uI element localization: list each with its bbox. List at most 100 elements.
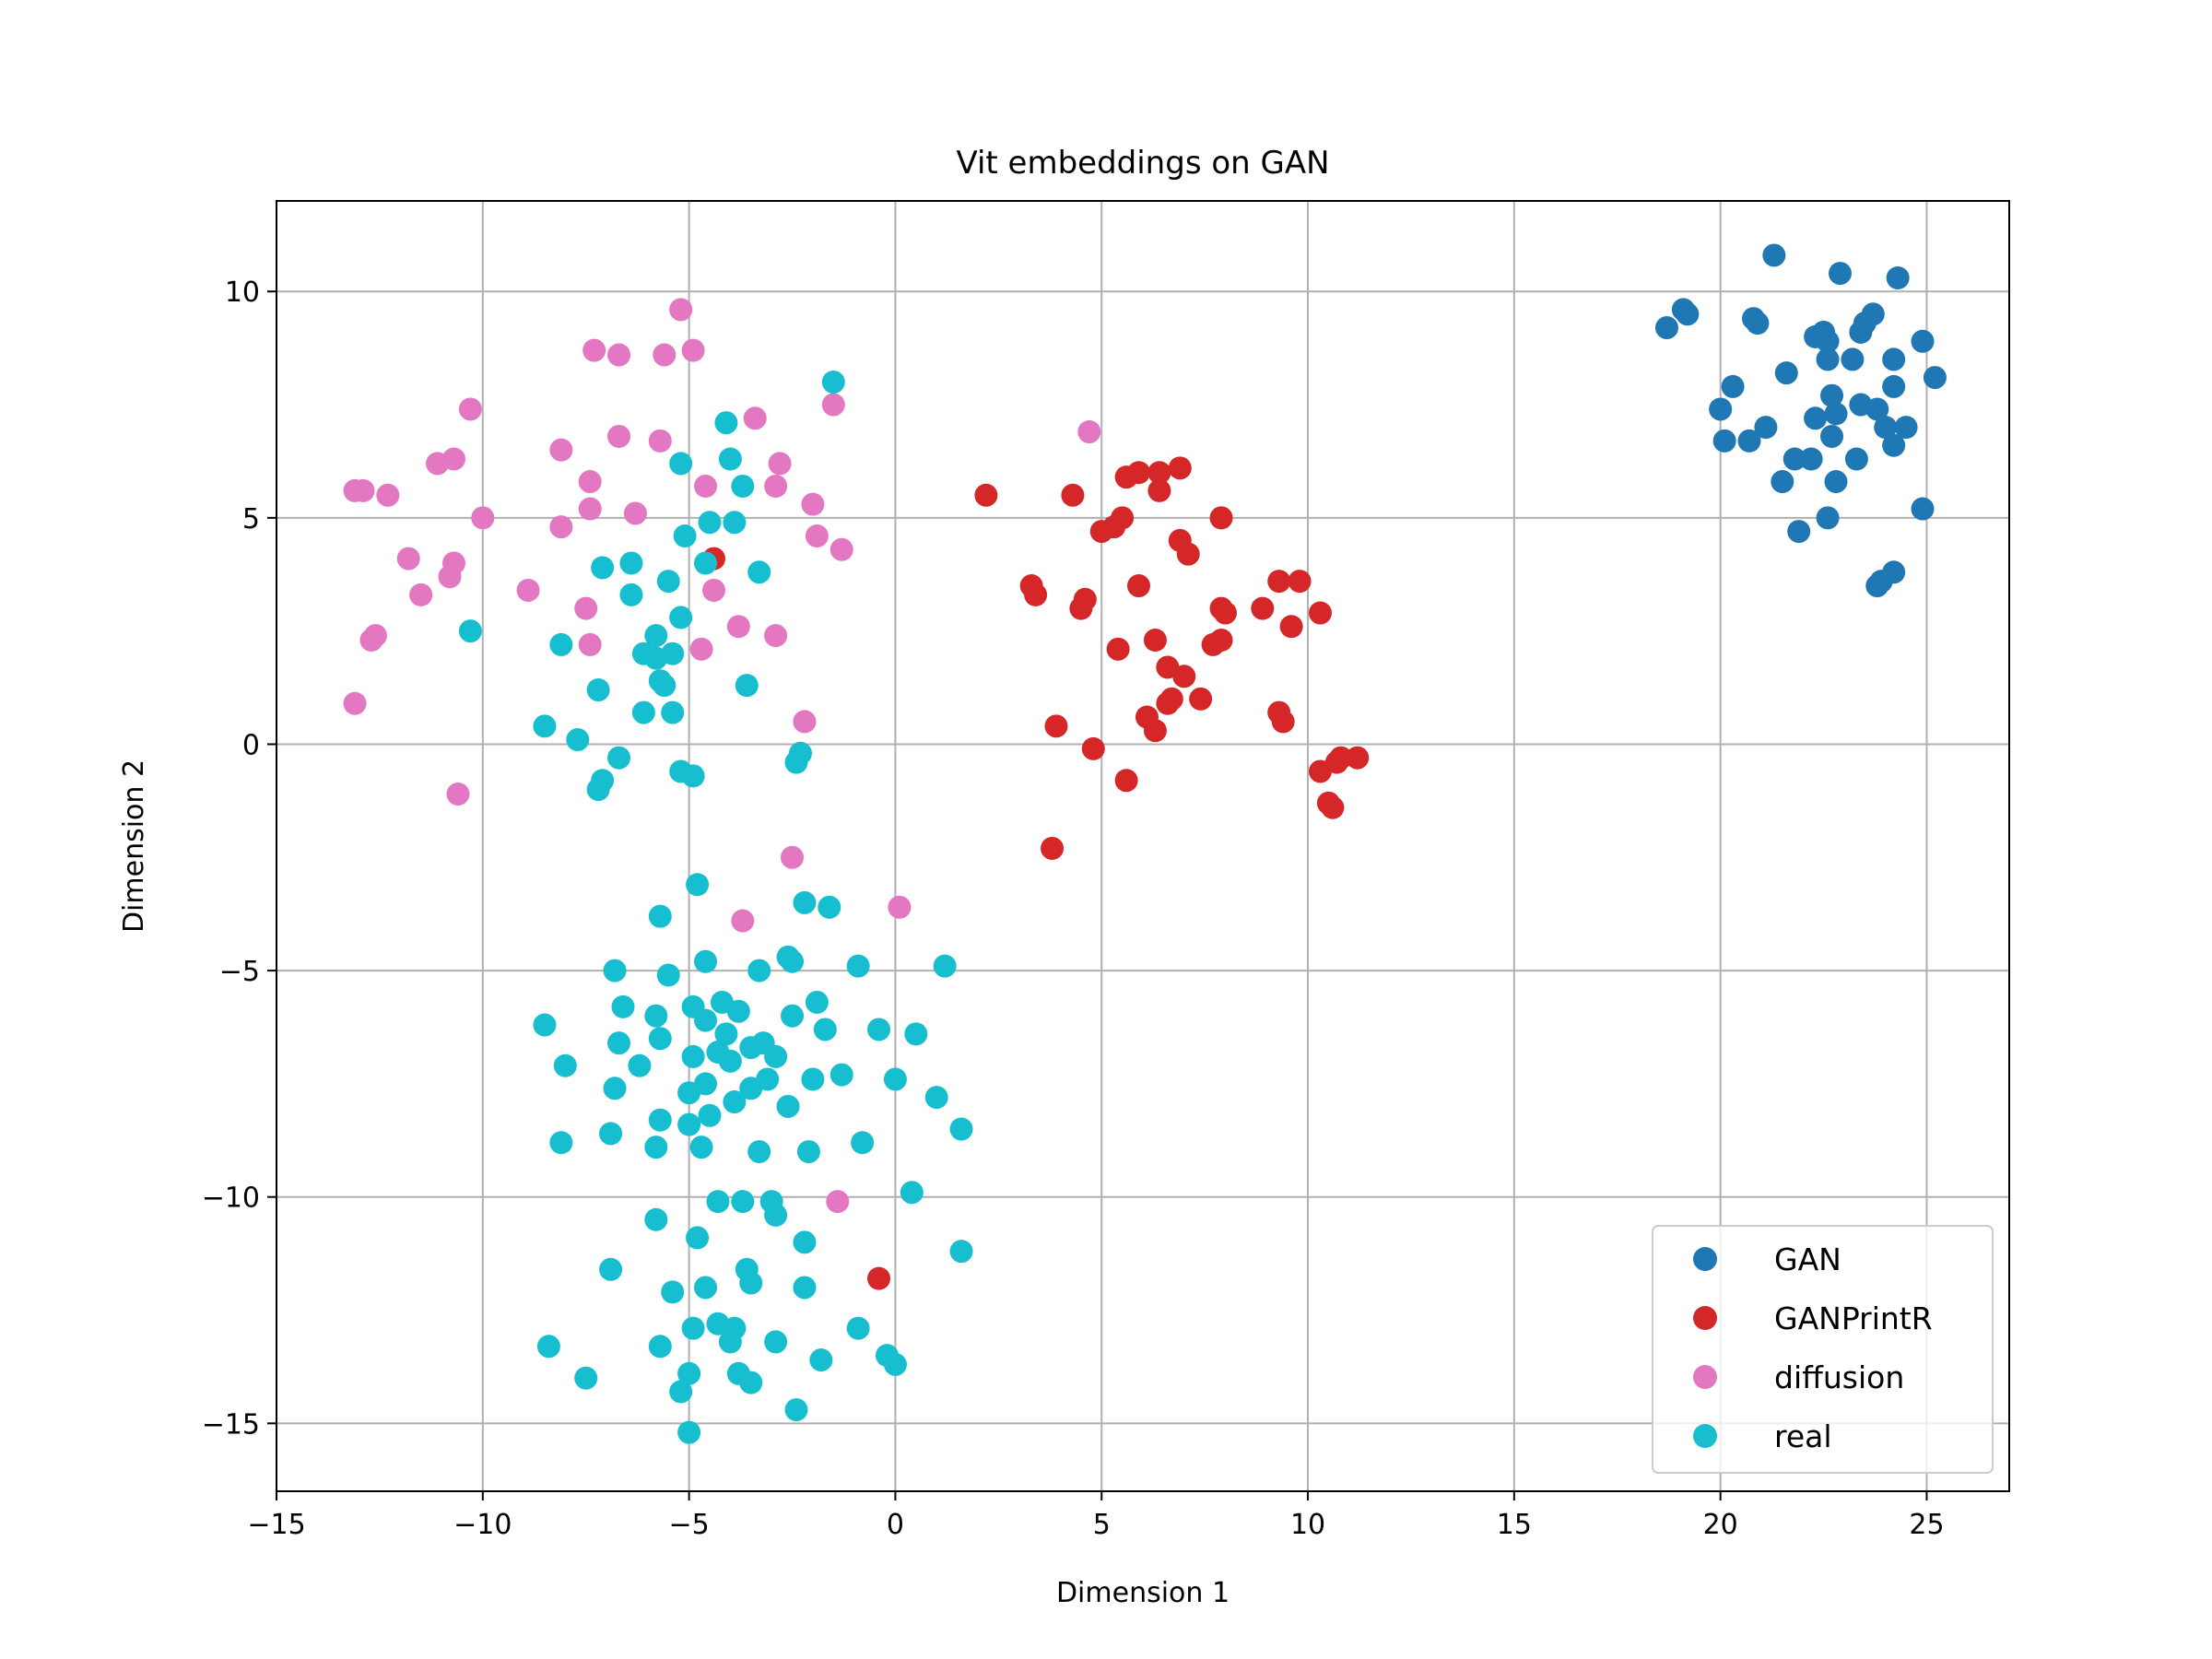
data-point xyxy=(669,298,693,322)
data-point xyxy=(809,1348,833,1372)
data-point xyxy=(756,1067,780,1091)
data-point xyxy=(1189,687,1213,711)
data-point xyxy=(801,492,825,516)
data-point xyxy=(1923,366,1947,390)
x-tick-label: −15 xyxy=(247,1509,305,1541)
data-point xyxy=(1771,470,1794,494)
data-point xyxy=(1288,570,1312,594)
data-point xyxy=(591,556,615,580)
data-point xyxy=(1841,347,1865,371)
data-point xyxy=(582,338,606,362)
data-point xyxy=(793,1230,817,1254)
data-point xyxy=(471,506,495,530)
data-point xyxy=(607,1031,631,1055)
data-point xyxy=(549,438,573,462)
data-point xyxy=(446,782,470,806)
data-point xyxy=(1762,243,1786,267)
data-point xyxy=(1799,447,1823,471)
data-point xyxy=(1737,429,1761,453)
data-point xyxy=(747,560,771,584)
data-point xyxy=(661,1280,685,1304)
data-point xyxy=(793,1276,817,1300)
data-point xyxy=(1774,361,1798,385)
data-point xyxy=(723,511,747,535)
data-point xyxy=(1783,447,1806,471)
data-point xyxy=(1820,424,1844,448)
data-point xyxy=(764,1044,788,1068)
data-point xyxy=(739,1271,763,1295)
data-point xyxy=(1882,374,1906,398)
data-point xyxy=(701,578,725,602)
data-point xyxy=(681,338,705,362)
data-point xyxy=(883,1067,907,1091)
data-point xyxy=(846,1316,870,1340)
data-point xyxy=(1824,470,1848,494)
x-axis-label: Dimension 1 xyxy=(1056,1577,1230,1609)
data-point xyxy=(1156,691,1180,715)
data-point xyxy=(673,524,697,548)
data-point xyxy=(426,452,450,476)
data-point xyxy=(681,1316,705,1340)
legend: GAN GANPrintR diffusion real xyxy=(1652,1225,1994,1474)
data-point xyxy=(1865,397,1889,421)
y-tick-label: −15 xyxy=(202,1408,260,1441)
x-tick-label: −5 xyxy=(669,1509,710,1541)
data-point xyxy=(1308,601,1332,625)
data-point xyxy=(533,1013,557,1037)
data-point xyxy=(458,619,482,643)
data-point xyxy=(1346,746,1370,770)
data-point xyxy=(731,474,755,498)
data-point xyxy=(1824,402,1848,426)
data-point xyxy=(813,1018,837,1041)
y-axis-label: Dimension 2 xyxy=(118,759,150,933)
data-points xyxy=(343,243,1947,1444)
data-point xyxy=(821,393,845,417)
data-point xyxy=(1114,769,1138,793)
data-point xyxy=(648,1027,672,1051)
data-point xyxy=(628,1053,652,1077)
data-point xyxy=(351,478,375,502)
data-point xyxy=(764,474,788,498)
data-point xyxy=(781,949,805,973)
data-point xyxy=(578,497,602,521)
data-point xyxy=(648,904,672,928)
data-point xyxy=(793,710,817,734)
data-point xyxy=(1176,542,1200,566)
series-diffusion xyxy=(343,298,1101,1214)
data-point xyxy=(924,1086,948,1110)
data-point xyxy=(883,1352,907,1376)
data-point xyxy=(1804,406,1828,430)
data-point xyxy=(846,954,870,978)
x-tick-label: 20 xyxy=(1703,1509,1738,1541)
legend-marker xyxy=(1693,1306,1717,1330)
data-point xyxy=(1127,574,1151,598)
data-point xyxy=(1081,736,1105,760)
data-point xyxy=(586,778,610,802)
data-point xyxy=(694,551,718,575)
data-point xyxy=(1911,497,1935,521)
data-point xyxy=(904,1022,928,1046)
data-point xyxy=(1209,628,1233,652)
data-point xyxy=(706,1190,730,1214)
data-point xyxy=(694,949,718,973)
data-point xyxy=(1324,750,1348,774)
data-point xyxy=(793,890,817,914)
data-point xyxy=(644,1207,668,1231)
data-point xyxy=(607,746,631,770)
data-point xyxy=(677,1081,701,1105)
data-point xyxy=(796,1140,820,1164)
data-point xyxy=(826,1190,850,1214)
data-point xyxy=(718,1330,742,1354)
data-point xyxy=(681,1044,705,1068)
data-point xyxy=(1214,601,1238,625)
legend-label: GANPrintR xyxy=(1774,1300,1933,1336)
data-point xyxy=(631,700,655,724)
data-point xyxy=(623,501,647,525)
data-point xyxy=(689,637,713,661)
data-point xyxy=(1865,574,1889,598)
data-point xyxy=(1251,596,1275,620)
legend-marker xyxy=(1693,1365,1717,1389)
data-point xyxy=(648,429,672,453)
data-point xyxy=(747,959,771,982)
data-point xyxy=(1073,587,1097,611)
